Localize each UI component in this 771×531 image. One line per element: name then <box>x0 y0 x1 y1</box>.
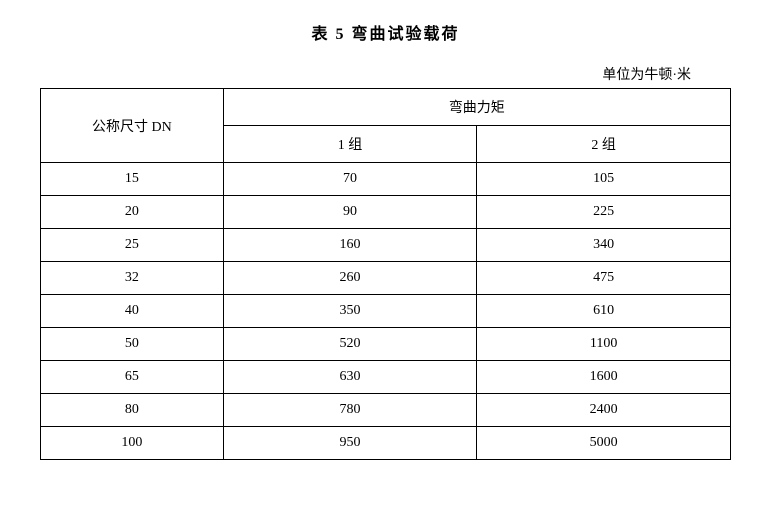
cell-g1: 160 <box>223 229 477 262</box>
header-row-1: 公称尺寸 DN 弯曲力矩 <box>41 89 731 126</box>
table-row: 80 780 2400 <box>41 394 731 427</box>
cell-g2: 1600 <box>477 361 731 394</box>
cell-g1: 630 <box>223 361 477 394</box>
cell-g1: 520 <box>223 328 477 361</box>
cell-dn: 40 <box>41 295 224 328</box>
cell-g1: 780 <box>223 394 477 427</box>
cell-g1: 950 <box>223 427 477 460</box>
cell-g1: 350 <box>223 295 477 328</box>
table-row: 40 350 610 <box>41 295 731 328</box>
table-row: 20 90 225 <box>41 196 731 229</box>
table-container: 公称尺寸 DN 弯曲力矩 1 组 2 组 15 70 105 20 90 225… <box>40 88 731 460</box>
header-moment: 弯曲力矩 <box>223 89 730 126</box>
table-title: 表 5 弯曲试验载荷 <box>40 20 731 44</box>
header-group2: 2 组 <box>477 126 731 163</box>
cell-g2: 105 <box>477 163 731 196</box>
cell-g1: 260 <box>223 262 477 295</box>
table-row: 65 630 1600 <box>41 361 731 394</box>
table-row: 15 70 105 <box>41 163 731 196</box>
cell-g2: 5000 <box>477 427 731 460</box>
cell-dn: 25 <box>41 229 224 262</box>
cell-dn: 50 <box>41 328 224 361</box>
cell-dn: 80 <box>41 394 224 427</box>
cell-dn: 32 <box>41 262 224 295</box>
cell-g1: 90 <box>223 196 477 229</box>
cell-g2: 610 <box>477 295 731 328</box>
table-row: 100 950 5000 <box>41 427 731 460</box>
header-group1: 1 组 <box>223 126 477 163</box>
header-dn: 公称尺寸 DN <box>41 89 224 163</box>
cell-g2: 225 <box>477 196 731 229</box>
cell-g2: 340 <box>477 229 731 262</box>
cell-g2: 2400 <box>477 394 731 427</box>
table-row: 50 520 1100 <box>41 328 731 361</box>
cell-dn: 15 <box>41 163 224 196</box>
table-row: 25 160 340 <box>41 229 731 262</box>
cell-g1: 70 <box>223 163 477 196</box>
cell-dn: 100 <box>41 427 224 460</box>
cell-dn: 20 <box>41 196 224 229</box>
table-row: 32 260 475 <box>41 262 731 295</box>
unit-label: 单位为牛顿·米 <box>40 64 731 84</box>
cell-dn: 65 <box>41 361 224 394</box>
data-table: 公称尺寸 DN 弯曲力矩 1 组 2 组 15 70 105 20 90 225… <box>40 88 731 460</box>
table-body: 15 70 105 20 90 225 25 160 340 32 260 47… <box>41 163 731 460</box>
cell-g2: 475 <box>477 262 731 295</box>
cell-g2: 1100 <box>477 328 731 361</box>
